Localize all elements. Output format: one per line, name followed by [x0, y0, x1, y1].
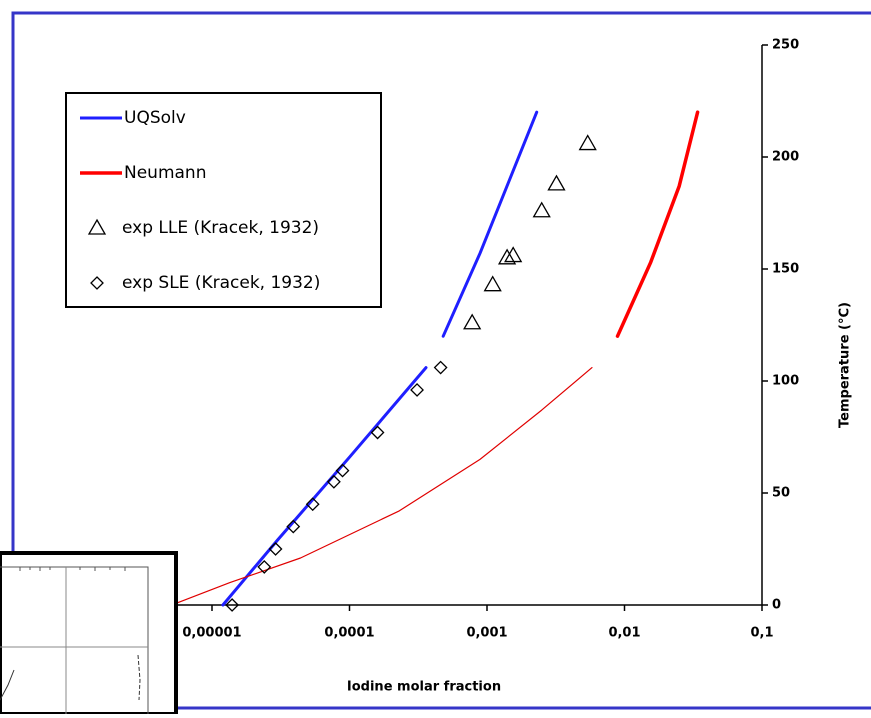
x-tick-label: 0,001	[466, 626, 507, 641]
legend-label: Neumann	[124, 163, 206, 183]
diamond-marker	[305, 497, 320, 512]
diamond-marker	[410, 383, 424, 397]
x-axis-label: Iodine molar fraction	[347, 680, 501, 695]
inset-curve	[0, 669, 15, 701]
triangle-marker	[578, 134, 597, 151]
diamond-marker	[90, 276, 104, 290]
triangle-marker	[504, 246, 523, 263]
legend-box	[65, 92, 382, 308]
y-tick-label: 250	[772, 38, 799, 53]
legend-label: UQSolv	[124, 108, 186, 128]
diamond-marker	[268, 542, 283, 556]
y-axis-label: Temperature (°C)	[838, 302, 853, 428]
triangle-marker	[547, 174, 566, 191]
x-tick-label: 0,00001	[182, 626, 241, 641]
legend-label: exp SLE (Kracek, 1932)	[122, 273, 320, 293]
y-tick-label: 100	[772, 374, 799, 389]
y-tick-label: 150	[772, 262, 799, 277]
triangle-marker	[483, 275, 502, 292]
triangle-marker	[87, 218, 107, 235]
legend: UQSolv Neumann exp LLE (Kracek, 1932) exp S…	[65, 92, 382, 308]
x-tick-label: 0,0001	[324, 626, 374, 641]
triangle-marker	[532, 201, 551, 218]
diamond-marker	[433, 360, 448, 375]
diamond-marker	[286, 519, 301, 534]
inset-frame	[0, 551, 178, 716]
series-line	[176, 367, 593, 604]
y-tick-label: 50	[772, 486, 790, 501]
x-tick-label: 0,01	[608, 626, 640, 641]
inset-image	[0, 551, 178, 718]
triangle-marker	[463, 313, 482, 330]
series-line	[615, 110, 700, 338]
diamond-marker	[257, 560, 272, 574]
diamond-marker	[326, 474, 341, 489]
frame	[11, 11, 871, 560]
y-tick-label: 0	[772, 598, 781, 613]
legend-label: exp LLE (Kracek, 1932)	[122, 218, 319, 238]
x-tick-label: 0,1	[750, 626, 773, 641]
inset-ticks	[19, 567, 126, 571]
y-tick-label: 200	[772, 150, 799, 165]
triangle-marker	[497, 248, 517, 265]
diamond-marker	[370, 425, 385, 440]
diamond-marker	[225, 598, 240, 612]
inset-curve	[137, 654, 141, 701]
diamond-marker	[335, 463, 350, 478]
